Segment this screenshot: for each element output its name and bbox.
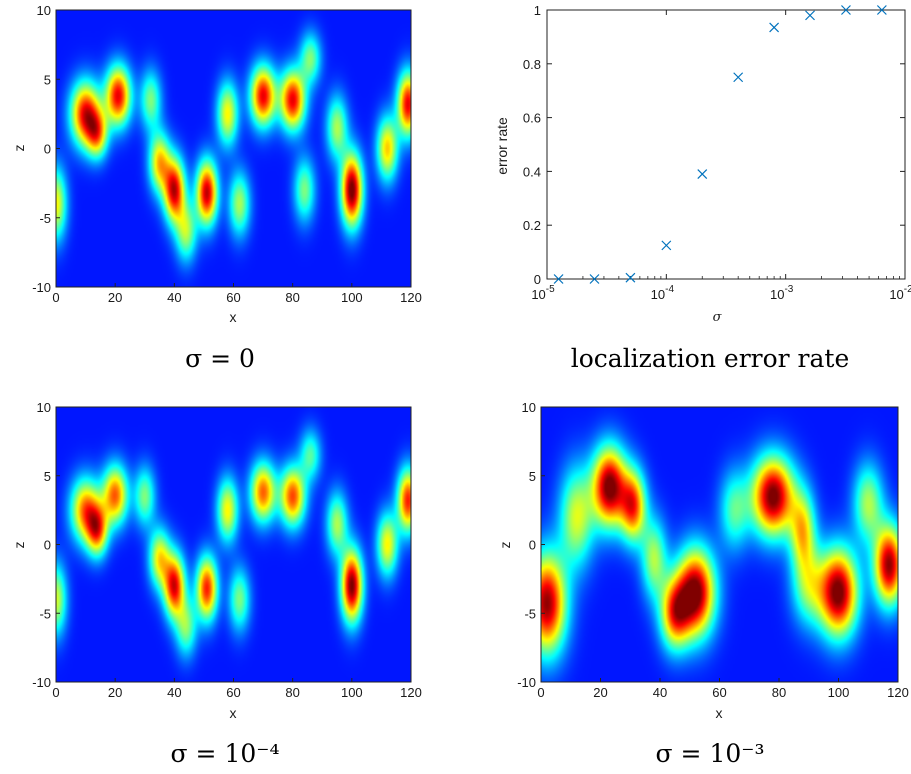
data-point bbox=[661, 240, 672, 251]
data-point bbox=[805, 10, 815, 21]
data-point bbox=[697, 169, 708, 180]
x-tick-label: 0 bbox=[537, 685, 544, 700]
x-tick-label: 60 bbox=[226, 290, 240, 305]
data-point bbox=[876, 5, 887, 15]
y-tick-label: 10 bbox=[37, 3, 51, 18]
heatmap-panel-sigma-0: 0 20 40 60 80 100 120 10 5 0 -5 -10 x z bbox=[11, 3, 422, 325]
heatmap-image-sigma-1e-4 bbox=[56, 407, 411, 682]
y-tick-label: 0 bbox=[529, 538, 536, 553]
y-tick-label: 0 bbox=[534, 272, 541, 287]
data-point bbox=[553, 274, 564, 284]
x-tick-labels: 0 20 40 60 80 100 120 bbox=[52, 283, 422, 305]
y-tick-label: 0 bbox=[44, 142, 51, 157]
x-axis-label: x bbox=[230, 309, 237, 325]
x-tick-label: 120 bbox=[887, 685, 909, 700]
x-tick-label: 100 bbox=[341, 290, 363, 305]
data-point bbox=[625, 272, 636, 283]
y-tick-label: 0.2 bbox=[523, 218, 541, 233]
x-tick-labels: 10-5 10-4 10-3 10-2 bbox=[531, 10, 911, 302]
scatter-points bbox=[553, 5, 887, 284]
x-tick-label: 100 bbox=[828, 685, 850, 700]
heatmap-image-sigma-1e-3 bbox=[541, 407, 898, 682]
y-tick-label: 10 bbox=[37, 400, 51, 415]
x-tick-label: 60 bbox=[712, 685, 726, 700]
y-tick-label: 5 bbox=[44, 469, 51, 484]
x-tick-label: 10-2 bbox=[889, 284, 911, 302]
data-point bbox=[769, 22, 780, 33]
x-tick-label: 10-4 bbox=[651, 284, 675, 302]
x-tick-label: 120 bbox=[400, 290, 422, 305]
heatmap-image-sigma-0 bbox=[56, 10, 411, 287]
y-tick-label: 0.6 bbox=[523, 111, 541, 126]
y-tick-label: -10 bbox=[32, 675, 51, 690]
y-axis-label: z bbox=[497, 542, 513, 549]
caption-error-rate: localization error rate bbox=[571, 344, 850, 373]
y-tick-label: 0.4 bbox=[523, 164, 541, 179]
y-tick-labels: 0 0.2 0.4 0.6 0.8 1 bbox=[523, 3, 905, 287]
x-tick-label: 0 bbox=[52, 290, 59, 305]
x-tick-label: 80 bbox=[772, 685, 786, 700]
x-tick-label: 10-5 bbox=[531, 284, 555, 302]
y-tick-labels: 10 5 0 -5 -10 bbox=[32, 3, 60, 295]
y-axis-label: error rate bbox=[494, 117, 510, 175]
plot-frame bbox=[546, 9, 906, 280]
x-axis-label: σ bbox=[713, 310, 723, 325]
x-axis-label: x bbox=[716, 705, 723, 721]
y-tick-label: 1 bbox=[534, 3, 541, 18]
y-tick-labels: 10 5 0 -5 -10 bbox=[32, 400, 60, 690]
x-tick-label: 80 bbox=[285, 685, 299, 700]
data-point bbox=[733, 72, 744, 83]
x-tick-label: 120 bbox=[400, 685, 422, 700]
y-tick-label: 5 bbox=[529, 469, 536, 484]
x-tick-label: 40 bbox=[167, 685, 181, 700]
x-tick-label: 40 bbox=[653, 685, 667, 700]
x-tick-label: 20 bbox=[108, 685, 122, 700]
x-tick-label: 100 bbox=[341, 685, 363, 700]
caption-sigma-1e-3: σ = 10⁻³ bbox=[656, 739, 765, 768]
x-tick-label: 20 bbox=[593, 685, 607, 700]
data-point bbox=[589, 274, 600, 284]
y-axis-label: z bbox=[11, 145, 27, 152]
y-tick-label: 5 bbox=[44, 72, 51, 87]
y-axis-label: z bbox=[11, 542, 27, 549]
x-tick-label: 0 bbox=[52, 685, 59, 700]
x-tick-label: 80 bbox=[285, 290, 299, 305]
heatmap-panel-sigma-1e-4: 0 20 40 60 80 100 120 10 5 0 -5 -10 x z bbox=[11, 400, 422, 721]
heatmap-panel-sigma-1e-3: 0 20 40 60 80 100 120 10 5 0 -5 -10 x z bbox=[497, 400, 909, 721]
x-tick-label: 40 bbox=[167, 290, 181, 305]
x-tick-labels: 0 20 40 60 80 100 120 bbox=[537, 678, 909, 700]
y-tick-label: 0 bbox=[44, 538, 51, 553]
y-tick-label: 10 bbox=[522, 400, 536, 415]
y-tick-label: -5 bbox=[39, 211, 51, 226]
x-axis-label: x bbox=[230, 705, 237, 721]
x-tick-label: 20 bbox=[108, 290, 122, 305]
x-tick-label: 60 bbox=[226, 685, 240, 700]
data-point bbox=[841, 5, 851, 15]
y-tick-label: -5 bbox=[524, 606, 536, 621]
y-tick-label: -5 bbox=[39, 606, 51, 621]
y-tick-label: 0.8 bbox=[523, 57, 541, 72]
y-tick-labels: 10 5 0 -5 -10 bbox=[517, 400, 545, 690]
caption-sigma-0: σ = 0 bbox=[185, 344, 255, 373]
y-tick-label: -10 bbox=[32, 280, 51, 295]
caption-sigma-1e-4: σ = 10⁻⁴ bbox=[171, 739, 280, 768]
x-tick-labels: 0 20 40 60 80 100 120 bbox=[52, 678, 422, 700]
error-rate-panel: 10-5 10-4 10-3 10-2 0 0.2 0.4 0.6 0.8 1 σ error … bbox=[494, 3, 911, 325]
y-tick-label: -10 bbox=[517, 675, 536, 690]
x-tick-label: 10-3 bbox=[770, 284, 794, 302]
